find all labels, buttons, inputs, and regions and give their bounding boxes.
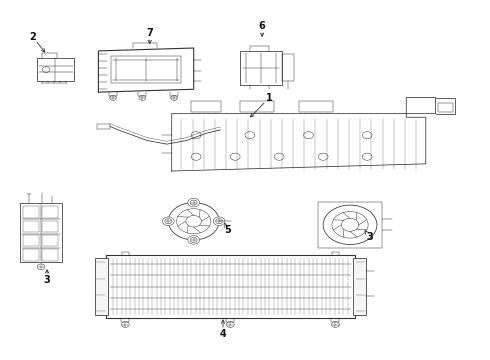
Bar [23, 235, 39, 246]
Bar [299, 101, 333, 112]
Circle shape [213, 217, 225, 226]
Text: 6: 6 [259, 21, 266, 31]
Text: 3: 3 [44, 275, 50, 285]
Bar [191, 101, 220, 112]
Circle shape [162, 217, 174, 226]
Bar [20, 203, 62, 262]
Text: 4: 4 [220, 329, 226, 339]
Bar [95, 258, 108, 315]
Bar [240, 51, 282, 85]
Bar [353, 258, 366, 315]
Text: 5: 5 [224, 225, 231, 235]
Text: 1: 1 [266, 93, 273, 103]
Bar [43, 206, 58, 218]
Bar [43, 221, 58, 232]
Bar [98, 124, 110, 129]
Bar [111, 56, 181, 83]
Text: 2: 2 [29, 32, 36, 41]
Bar [282, 54, 294, 81]
Circle shape [188, 198, 199, 207]
Text: 3: 3 [366, 232, 373, 242]
Bar [318, 202, 382, 248]
Bar [43, 249, 58, 261]
Bar [106, 255, 355, 318]
Bar [438, 103, 453, 112]
Bar [23, 221, 39, 232]
Bar [240, 101, 274, 112]
Bar [37, 58, 74, 81]
Bar [43, 235, 58, 246]
Bar [23, 206, 39, 218]
Text: 7: 7 [147, 28, 153, 38]
Circle shape [188, 235, 199, 244]
Bar [23, 249, 39, 261]
